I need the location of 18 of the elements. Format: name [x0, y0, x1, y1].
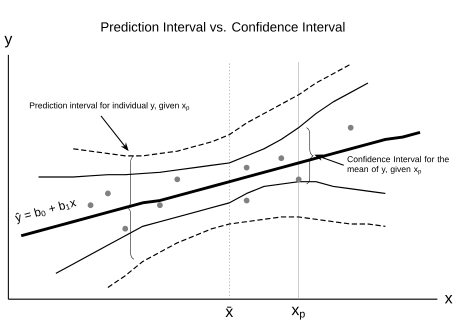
point	[105, 190, 111, 196]
annotation: Confidence Interval for the mean of y, given x$_{p}$	[348, 156, 449, 175]
x-axis-title: x	[444, 295, 452, 304]
point	[122, 226, 128, 232]
point	[88, 202, 94, 208]
y-axis-title: y	[4, 36, 12, 48]
chart-title: Prediction Interval vs. Confidence Interval	[101, 22, 344, 32]
point	[244, 198, 250, 204]
point	[348, 124, 354, 131]
point	[157, 202, 163, 208]
point	[174, 176, 180, 182]
annotation: ŷ = b$_{0}$ + b$_{1}$x	[14, 200, 77, 224]
annotation: Prediction interval for individual y, given x$_{p}$	[30, 102, 190, 111]
x-tick-label: x̄	[226, 306, 234, 318]
point	[244, 164, 250, 171]
point	[278, 155, 284, 162]
x-tick-label: x$_{p}$	[292, 306, 305, 320]
point	[296, 176, 302, 182]
